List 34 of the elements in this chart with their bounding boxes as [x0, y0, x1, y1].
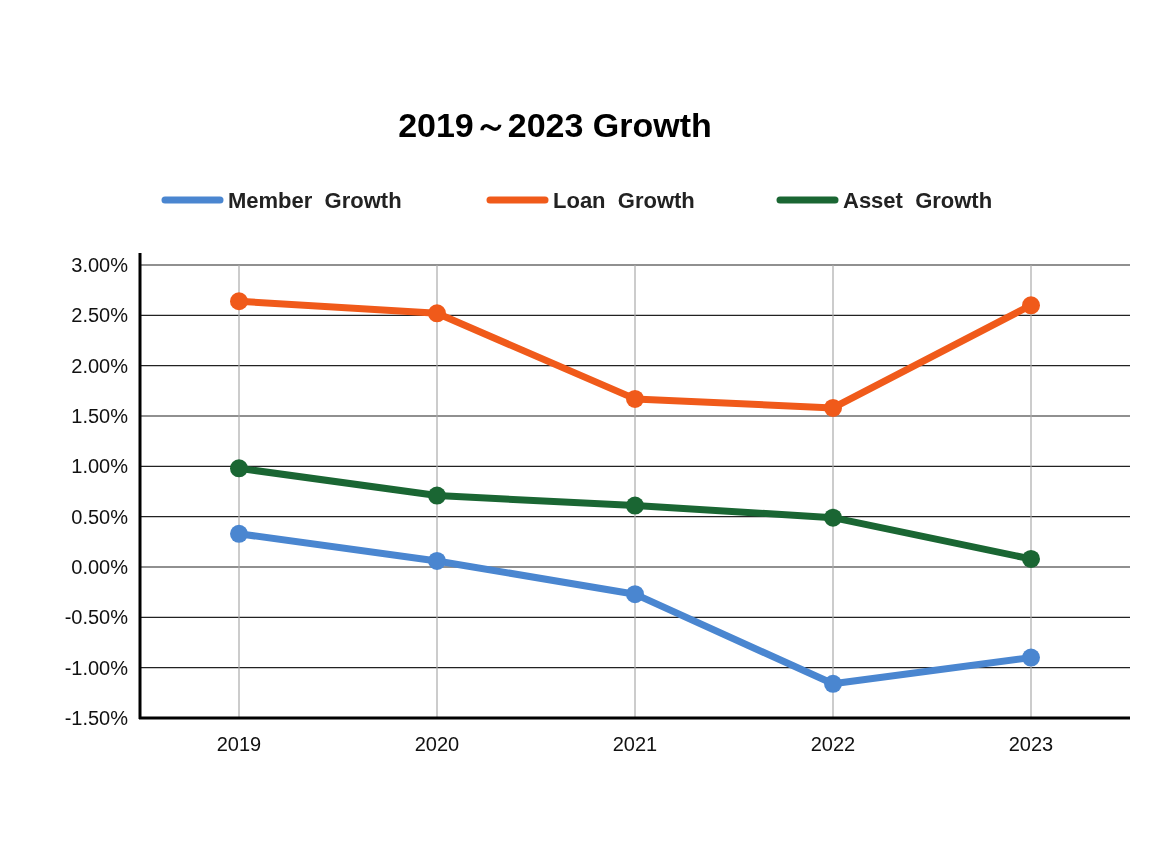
x-tick-label: 2019: [216, 733, 262, 755]
y-tick-label: 2.50%: [71, 304, 129, 327]
point: [824, 674, 842, 693]
legend-label: Asset Growth: [843, 188, 993, 213]
point: [626, 585, 644, 604]
point: [1022, 648, 1040, 667]
y-tick-label: 0.00%: [71, 556, 129, 578]
point: [1022, 296, 1040, 315]
y-tick-label: -1.50%: [64, 707, 129, 729]
point: [428, 486, 446, 505]
point: [230, 292, 248, 311]
x-tick-label: 2020: [414, 733, 460, 755]
y-tick-label: 2.00%: [71, 354, 129, 377]
point: [1022, 549, 1040, 568]
legend-label: Loan Growth: [553, 188, 695, 213]
legend-label: Member Growth: [228, 188, 402, 213]
y-tick-label: 1.00%: [71, 455, 129, 478]
point: [230, 524, 248, 543]
y-tick-label: -1.00%: [64, 656, 129, 679]
point: [626, 496, 644, 515]
x-tick-label: 2021: [612, 733, 658, 755]
x-tick-label: 2022: [810, 733, 856, 755]
point: [824, 398, 842, 417]
point: [230, 459, 248, 478]
chart-title: 2019～2023 Growth: [398, 106, 712, 144]
y-tick-label: -0.50%: [64, 606, 129, 629]
y-tick-label: 3.00%: [71, 254, 129, 276]
point: [428, 304, 446, 323]
y-tick-label: 0.50%: [71, 505, 129, 528]
point: [824, 508, 842, 527]
point: [626, 389, 644, 408]
point: [428, 551, 446, 570]
x-tick-label: 2023: [1008, 733, 1054, 755]
y-tick-label: 1.50%: [71, 405, 129, 427]
